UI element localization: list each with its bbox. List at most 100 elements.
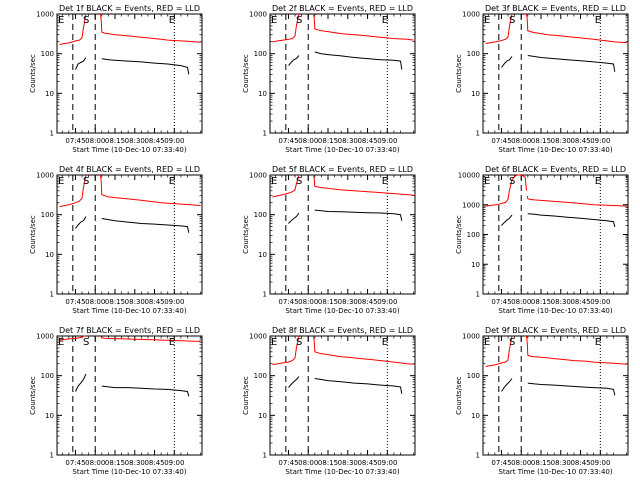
panel-det-4: Det 4f BLACK = Events, RED = LLD 1 10 100 10… [29, 165, 203, 315]
panel-title: Det 5f BLACK = Events, RED = LLD [272, 165, 413, 174]
x-tick-label: 07:45 [65, 298, 85, 306]
x-tick-label: 08:15 [531, 137, 551, 145]
interval-marker-e: E [58, 337, 64, 348]
y-tick-label: 100 [41, 372, 54, 380]
x-tick-label: 07:45 [65, 459, 85, 467]
y-tick-label: 100 [467, 50, 480, 58]
x-tick-label: 09:00 [590, 137, 610, 145]
x-tick-label: 08:30 [551, 298, 571, 306]
plot-frame [482, 13, 629, 134]
y-axis-label: Counts/sec [455, 54, 463, 93]
x-tick-label: 08:45 [144, 459, 164, 467]
x-axis-label: Start Time (10-Dec-10 07:33:40) [285, 307, 399, 315]
y-tick-label: 1000 [36, 172, 54, 180]
interval-marker-e: E [271, 15, 277, 26]
plot-frame [56, 13, 203, 134]
y-tick-label: 10 [471, 261, 480, 269]
y-tick-label: 10 [45, 90, 54, 98]
x-tick-label: 09:00 [164, 298, 184, 306]
interval-marker-e: E [382, 176, 388, 187]
panel-title: Det 8f BLACK = Events, RED = LLD [272, 326, 413, 335]
panel-det-3: Det 3f BLACK = Events, RED = LLD 1 10 100 10… [455, 4, 629, 154]
y-tick-label: 100 [254, 50, 267, 58]
black-events-line [314, 51, 403, 70]
panel-title: Det 7f BLACK = Events, RED = LLD [59, 326, 200, 335]
plot-frame [56, 335, 203, 456]
y-tick-label: 1000 [462, 201, 480, 209]
y-axis-label: Counts/sec [455, 215, 463, 254]
black-events-line [527, 382, 616, 396]
panel-det-9: Det 9f BLACK = Events, RED = LLD 1 10 100 10… [455, 326, 629, 476]
plot-frame [269, 335, 416, 456]
red-lld-line [526, 195, 627, 207]
interval-marker-s: S [296, 176, 302, 187]
x-axis-label: Start Time (10-Dec-10 07:33:40) [498, 307, 612, 315]
y-tick-label: 100 [41, 211, 54, 219]
black-events-line [75, 373, 87, 392]
panel-title: Det 9f BLACK = Events, RED = LLD [485, 326, 626, 335]
x-tick-label: 08:45 [357, 459, 377, 467]
interval-marker-e: E [484, 337, 490, 348]
x-tick-label: 09:00 [164, 459, 184, 467]
red-lld-line [100, 335, 201, 342]
x-tick-label: 08:30 [125, 137, 145, 145]
y-tick-label: 100 [41, 50, 54, 58]
interval-marker-s: S [509, 15, 515, 26]
x-tick-label: 08:30 [125, 459, 145, 467]
x-tick-label: 07:45 [278, 459, 298, 467]
interval-marker-e: E [169, 176, 175, 187]
panel-det-1: Det 1f BLACK = Events, RED = LLD 1 10 100 10… [29, 4, 203, 154]
x-tick-label: 08:15 [531, 459, 551, 467]
y-axis-label: Counts/sec [29, 54, 37, 93]
panel-det-2: Det 2f BLACK = Events, RED = LLD 1 10 100 10… [242, 4, 416, 154]
x-tick-label: 08:00 [511, 298, 531, 306]
y-axis-label: Counts/sec [29, 376, 37, 415]
black-events-line [527, 213, 616, 228]
panel-det-8: Det 8f BLACK = Events, RED = LLD 1 10 100 10… [242, 326, 416, 476]
plot-frame [482, 335, 629, 456]
x-tick-label: 08:45 [144, 137, 164, 145]
black-events-line [288, 55, 300, 66]
x-tick-label: 08:30 [338, 137, 358, 145]
red-lld-line [526, 335, 627, 365]
x-tick-label: 07:45 [278, 298, 298, 306]
interval-marker-e: E [58, 15, 64, 26]
black-events-line [314, 209, 403, 221]
y-tick-label: 1 [476, 130, 480, 138]
red-lld-line [313, 174, 414, 196]
panel-title: Det 4f BLACK = Events, RED = LLD [59, 165, 200, 174]
x-tick-label: 08:45 [570, 298, 590, 306]
x-tick-label: 08:15 [531, 298, 551, 306]
y-axis-label: Counts/sec [455, 376, 463, 415]
y-tick-label: 1000 [249, 333, 267, 341]
y-tick-label: 1 [50, 291, 54, 299]
black-events-line [288, 212, 300, 224]
y-tick-label: 1000 [36, 333, 54, 341]
y-tick-label: 100 [254, 211, 267, 219]
black-events-line [527, 55, 616, 72]
x-tick-label: 08:15 [105, 298, 125, 306]
red-lld-line [485, 335, 513, 367]
red-lld-line [313, 13, 414, 41]
y-tick-label: 1 [263, 452, 267, 460]
black-events-line [101, 218, 190, 233]
interval-marker-s: S [83, 176, 89, 187]
panel-det-5: Det 5f BLACK = Events, RED = LLD 1 10 100 10… [242, 165, 416, 315]
x-tick-label: 07:45 [65, 137, 85, 145]
interval-marker-e: E [271, 176, 277, 187]
plot-frame [269, 13, 416, 134]
x-axis-label: Start Time (10-Dec-10 07:33:40) [72, 468, 186, 476]
red-lld-line [272, 335, 300, 366]
interval-marker-s: S [509, 337, 515, 348]
interval-marker-e: E [484, 176, 490, 187]
y-axis-label: Counts/sec [242, 215, 250, 254]
y-tick-label: 1 [476, 452, 480, 460]
black-events-line [501, 378, 513, 392]
interval-marker-e: E [484, 15, 490, 26]
black-events-line [101, 58, 190, 75]
y-tick-label: 1 [50, 452, 54, 460]
x-tick-label: 08:30 [338, 459, 358, 467]
x-tick-label: 09:00 [590, 298, 610, 306]
red-lld-line [59, 13, 87, 45]
